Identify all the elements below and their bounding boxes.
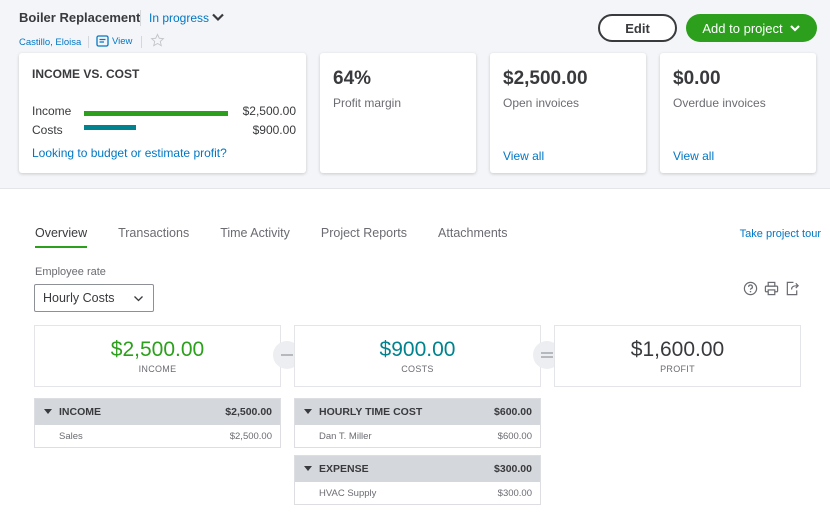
hourly-time-cost-group: HOURLY TIME COST $600.00 Dan T. Miller $… — [294, 398, 541, 448]
group-total: $600.00 — [494, 406, 532, 418]
item-name: HVAC Supply — [319, 487, 377, 499]
report-toolbar — [743, 281, 800, 296]
profit-total: $1,600.00 — [630, 338, 725, 361]
export-icon[interactable] — [785, 281, 800, 296]
tab-attachments[interactable]: Attachments — [438, 226, 508, 240]
group-title: INCOME — [59, 406, 101, 418]
hourly-group-header[interactable]: HOURLY TIME COST $600.00 — [295, 399, 540, 425]
kpi-label: Open invoices — [503, 96, 580, 110]
group-total: $2,500.00 — [225, 406, 272, 418]
income-bar — [84, 111, 228, 116]
income-vs-cost-card: INCOME VS. COST Income $2,500.00 Costs $… — [19, 53, 306, 173]
tab-overview[interactable]: Overview — [35, 226, 88, 248]
kpi-label: Overdue invoices — [673, 96, 766, 110]
divider — [141, 36, 142, 48]
divider — [140, 10, 141, 26]
add-to-project-button[interactable]: Add to project — [686, 14, 817, 42]
employee-rate-select[interactable]: Hourly Costs — [34, 284, 154, 312]
status-dropdown[interactable]: In progress — [149, 11, 210, 25]
take-project-tour-link[interactable]: Take project tour — [739, 228, 821, 240]
item-amount: $600.00 — [497, 430, 532, 442]
project-title: Boiler Replacement — [19, 10, 141, 25]
tab-project-reports[interactable]: Project Reports — [320, 226, 408, 240]
income-summary: $2,500.00 INCOME — [34, 325, 281, 387]
print-icon[interactable] — [764, 281, 779, 296]
caret-down-icon — [304, 409, 312, 414]
group-title: EXPENSE — [319, 463, 369, 475]
note-icon — [96, 35, 109, 47]
costs-total: $900.00 — [379, 338, 456, 361]
profit-summary-label: PROFIT — [660, 364, 695, 374]
open-invoices-card: $2,500.00 Open invoices View all — [490, 53, 646, 173]
tab-transactions[interactable]: Transactions — [118, 226, 190, 240]
kpi-value: 64% — [333, 68, 372, 89]
star-icon[interactable] — [150, 33, 165, 48]
item-amount: $2,500.00 — [229, 430, 272, 442]
item-name: Dan T. Miller — [319, 430, 372, 442]
profit-summary: $1,600.00 PROFIT — [554, 325, 801, 387]
profit-margin-card: 64% Profit margin — [320, 53, 476, 173]
overdue-invoices-card: $0.00 Overdue invoices View all — [660, 53, 816, 173]
income-label: Income — [32, 104, 72, 118]
list-item: Sales $2,500.00 — [35, 425, 280, 447]
chevron-down-icon — [789, 25, 800, 32]
employee-rate-value: Hourly Costs — [43, 291, 115, 305]
item-amount: $300.00 — [497, 487, 532, 499]
divider — [88, 36, 89, 48]
costs-summary-label: COSTS — [401, 364, 434, 374]
kpi-label: Profit margin — [333, 96, 402, 110]
group-title: HOURLY TIME COST — [319, 406, 423, 418]
help-icon[interactable] — [743, 281, 758, 296]
chevron-down-icon[interactable] — [211, 10, 225, 24]
list-item: HVAC Supply $300.00 — [295, 482, 540, 504]
list-item: Dan T. Miller $600.00 — [295, 425, 540, 447]
chevron-down-icon — [134, 295, 143, 301]
caret-down-icon — [304, 466, 312, 471]
budget-estimate-link[interactable]: Looking to budget or estimate profit? — [32, 146, 227, 160]
card-title: INCOME VS. COST — [32, 67, 140, 81]
kpi-value: $0.00 — [673, 68, 721, 89]
tab-time-activity[interactable]: Time Activity — [220, 226, 290, 240]
employee-rate-label: Employee rate — [35, 266, 106, 278]
project-header-area: Boiler Replacement In progress Castillo,… — [0, 0, 830, 189]
edit-button[interactable]: Edit — [598, 14, 677, 42]
costs-label: Costs — [32, 123, 63, 137]
view-label: View — [112, 35, 133, 47]
caret-down-icon — [44, 409, 52, 414]
costs-summary: $900.00 COSTS — [294, 325, 541, 387]
kpi-value: $2,500.00 — [503, 68, 588, 89]
income-summary-label: INCOME — [138, 364, 177, 374]
costs-amount: $900.00 — [252, 123, 296, 137]
income-group-header[interactable]: INCOME $2,500.00 — [35, 399, 280, 425]
expense-group-header[interactable]: EXPENSE $300.00 — [295, 456, 540, 482]
add-to-project-label: Add to project — [702, 20, 783, 36]
view-all-overdue-invoices-link[interactable]: View all — [673, 149, 715, 163]
income-group: INCOME $2,500.00 Sales $2,500.00 — [34, 398, 281, 448]
group-total: $300.00 — [494, 463, 532, 475]
income-total: $2,500.00 — [110, 338, 205, 361]
expense-group: EXPENSE $300.00 HVAC Supply $300.00 — [294, 455, 541, 505]
customer-link[interactable]: Castillo, Eloisa — [19, 37, 82, 48]
view-notes-link[interactable]: View — [96, 35, 132, 47]
view-all-open-invoices-link[interactable]: View all — [503, 149, 545, 163]
income-amount: $2,500.00 — [242, 104, 296, 118]
project-tabs: Overview Transactions Time Activity Proj… — [35, 226, 539, 248]
item-name: Sales — [59, 430, 83, 442]
costs-bar — [84, 125, 136, 130]
